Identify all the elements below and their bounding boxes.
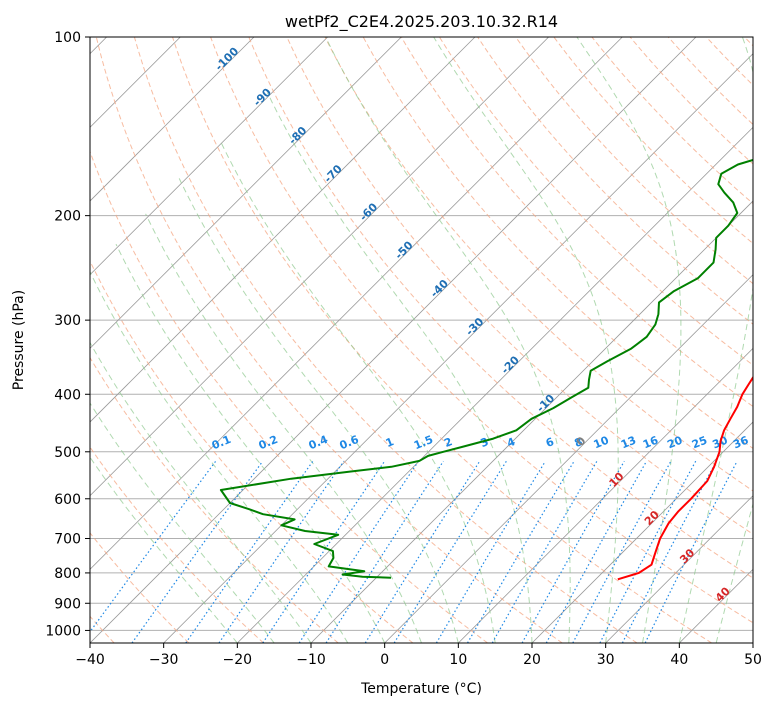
isotherm-line: [384, 274, 753, 643]
moist-adiabat-line: [433, 37, 619, 643]
temperature-profile: [617, 375, 753, 581]
x-tick-label: 10: [449, 652, 467, 668]
mixing-ratio-label: 10: [592, 434, 611, 452]
y-tick-label: 700: [54, 532, 81, 548]
isotherm-line: [458, 347, 753, 643]
dry-adiabat-line: [438, 37, 753, 366]
moist-adiabat-line: [145, 213, 422, 643]
mixing-ratio-label: 3: [479, 435, 491, 450]
isotherm-line: [90, 37, 402, 349]
y-tick-label: 100: [54, 30, 81, 46]
dry-adiabat-line: [400, 37, 753, 408]
y-tick-label: 800: [54, 566, 81, 582]
moist-adiabat-line: [325, 37, 571, 643]
y-tick-label: 600: [54, 492, 81, 508]
dry-adiabat-line: [362, 37, 753, 450]
x-tick-label: 30: [597, 652, 615, 668]
isotherm-line: [90, 37, 549, 497]
grid-layer: [90, 37, 753, 643]
mixing-ratio-line: [491, 460, 598, 643]
isotherm-line: [531, 421, 753, 643]
isotherm-line: [90, 37, 255, 202]
dry-adiabat-line: [477, 37, 753, 325]
moist-adiabat-line: [115, 243, 386, 643]
dry-adiabat-line: [286, 37, 753, 535]
dry-adiabat-line: [90, 356, 339, 643]
y-tick-label: 500: [54, 445, 81, 461]
y-tick-label: 1000: [45, 623, 81, 639]
isotherm-line: [90, 37, 328, 276]
dry-adiabat-line: [248, 37, 753, 579]
mixing-ratio-label: 25: [690, 434, 709, 452]
mixing-ratio-line: [644, 460, 738, 643]
isotherm-line: [90, 37, 476, 423]
moist-adiabat-line: [220, 142, 496, 643]
mixing-ratio-line: [185, 460, 314, 643]
moist-adiabat-line: [715, 502, 753, 643]
isotherm-line: [605, 495, 753, 643]
moist-adiabat-line: [90, 456, 238, 643]
x-tick-label: −10: [296, 652, 326, 668]
mixing-ratio-label: 16: [641, 434, 660, 452]
mixing-ratio-line: [131, 460, 264, 643]
mixing-ratio-label: 13: [619, 434, 638, 452]
x-tick-label: 20: [523, 652, 541, 668]
mixing-ratio-line: [218, 460, 345, 643]
plot-frame: [89, 36, 754, 644]
y-tick-label: 300: [54, 313, 81, 329]
dry-adiabat-line: [133, 37, 638, 643]
y-axis-label: Pressure (hPa): [11, 290, 27, 390]
moist-adiabat-line: [678, 37, 753, 643]
isotherm-line: [90, 37, 623, 570]
mixing-ratio-line: [466, 460, 575, 643]
mixing-ratio-line: [298, 460, 419, 643]
isotherm-line: [237, 126, 753, 643]
y-tick-label: 400: [54, 387, 81, 403]
moist-adiabat-line: [90, 341, 312, 643]
dry-adiabat-line: [591, 37, 753, 205]
x-tick-label: −30: [149, 652, 179, 668]
y-tick-label: 900: [54, 596, 81, 612]
mixing-ratio-line: [262, 460, 386, 643]
dry-adiabat-line: [90, 260, 414, 643]
dry-adiabat-line: [324, 37, 753, 492]
mixing-ratio-label: 1: [384, 435, 396, 450]
mixing-ratio-label: 8: [573, 435, 585, 450]
dry-adiabat-line: [210, 37, 753, 624]
dry-adiabat-line: [95, 37, 563, 643]
mixing-ratio-line: [435, 460, 546, 643]
mixing-ratio-label: 2: [442, 435, 454, 450]
mixing-ratio-label: 20: [665, 434, 684, 452]
profile-layer: [219, 158, 753, 581]
mixing-ratio-line: [545, 460, 648, 643]
moist-adiabat-line: [178, 178, 459, 643]
mixing-ratio-label: 36: [731, 434, 750, 452]
x-tick-label: 0: [380, 652, 389, 668]
axes-layer: −40 −30 −20 −10 0 10 20 30 40 50 100 200 300 400 500 60…: [45, 30, 762, 668]
x-tick-label: −40: [75, 652, 105, 668]
chart-title: wetPf2_C2E4.2025.203.10.32.R14: [285, 12, 558, 32]
isotherm-line: [90, 37, 697, 643]
x-tick-label: −20: [223, 652, 253, 668]
x-tick-label: 50: [744, 652, 762, 668]
x-tick-label: 40: [670, 652, 688, 668]
mixing-ratio-line: [90, 460, 217, 633]
y-tick-label: 200: [54, 209, 81, 225]
mixing-ratio-line: [325, 460, 444, 643]
isotherm-line: [163, 53, 753, 643]
x-axis-label: Temperature (°C): [360, 681, 482, 697]
dewpoint-profile: [219, 158, 753, 579]
moist-adiabat-line: [266, 92, 533, 643]
moist-adiabat-line: [90, 270, 349, 643]
dry-adiabat-line: [90, 532, 190, 643]
